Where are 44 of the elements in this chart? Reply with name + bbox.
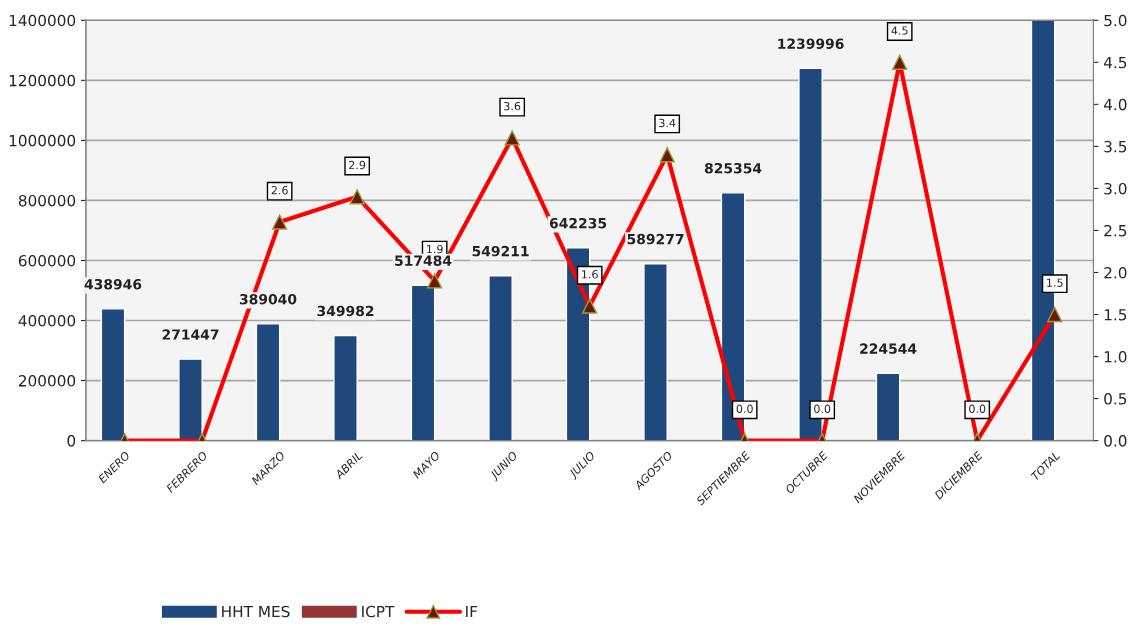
y2-tick-label: 5.0 (1104, 14, 1127, 27)
data-label: 1.5 (1047, 278, 1063, 287)
data-label: 1.6 (582, 270, 598, 279)
data-label: 271447 (162, 329, 219, 340)
data-label: 549211 (472, 245, 529, 257)
y-tick-label: 1400000 (9, 14, 76, 27)
y-tick-label: 0 (67, 435, 76, 447)
data-label: 2.9 (349, 160, 366, 170)
data-label: 4.5 (891, 26, 908, 35)
data-label: 0.0 (736, 404, 753, 414)
data-label: 3.4 (659, 118, 676, 128)
data-label: 389040 (239, 293, 297, 305)
data-label: 589277 (627, 233, 684, 245)
legend-label: HHT MES (222, 605, 290, 618)
data-label: 1.9 (427, 244, 443, 254)
legend-label: IF (466, 605, 478, 618)
y2-tick-label: 4.0 (1103, 98, 1127, 111)
y2-tick-label: 2.0 (1104, 266, 1127, 279)
data-label: 224544 (860, 343, 917, 354)
data-label: 2.6 (271, 186, 288, 195)
y2-tick-label: 2.5 (1104, 224, 1127, 237)
legend-label: ICPT (362, 605, 395, 618)
data-label: 1239996 (778, 38, 844, 49)
data-label: 642235 (549, 217, 607, 229)
y-tick-label: 1000000 (9, 134, 76, 147)
y2-tick-label: 0.0 (1104, 435, 1127, 447)
y-tick-label: 1200000 (9, 74, 76, 87)
y-tick-label: 400000 (18, 315, 76, 327)
data-label: 438946 (84, 278, 142, 290)
y2-tick-label: 3.0 (1104, 182, 1127, 195)
y2-tick-label: 4.5 (1103, 56, 1127, 69)
data-label: 0.0 (814, 404, 831, 414)
y2-tick-label: 1.0 (1104, 351, 1127, 363)
data-label: 517484 (395, 255, 452, 266)
data-label: 3.6 (504, 101, 521, 111)
y2-tick-label: 0.5 (1104, 393, 1127, 405)
y2-tick-label: 1.5 (1104, 309, 1127, 321)
y2-tick-label: 3.5 (1104, 140, 1127, 153)
y-tick-label: 600000 (18, 254, 76, 267)
data-label: 349982 (317, 305, 374, 317)
data-label: 0.0 (969, 404, 986, 414)
data-label: 825354 (704, 162, 762, 174)
y-tick-label: 200000 (18, 375, 76, 387)
y-tick-label: 800000 (18, 194, 76, 207)
